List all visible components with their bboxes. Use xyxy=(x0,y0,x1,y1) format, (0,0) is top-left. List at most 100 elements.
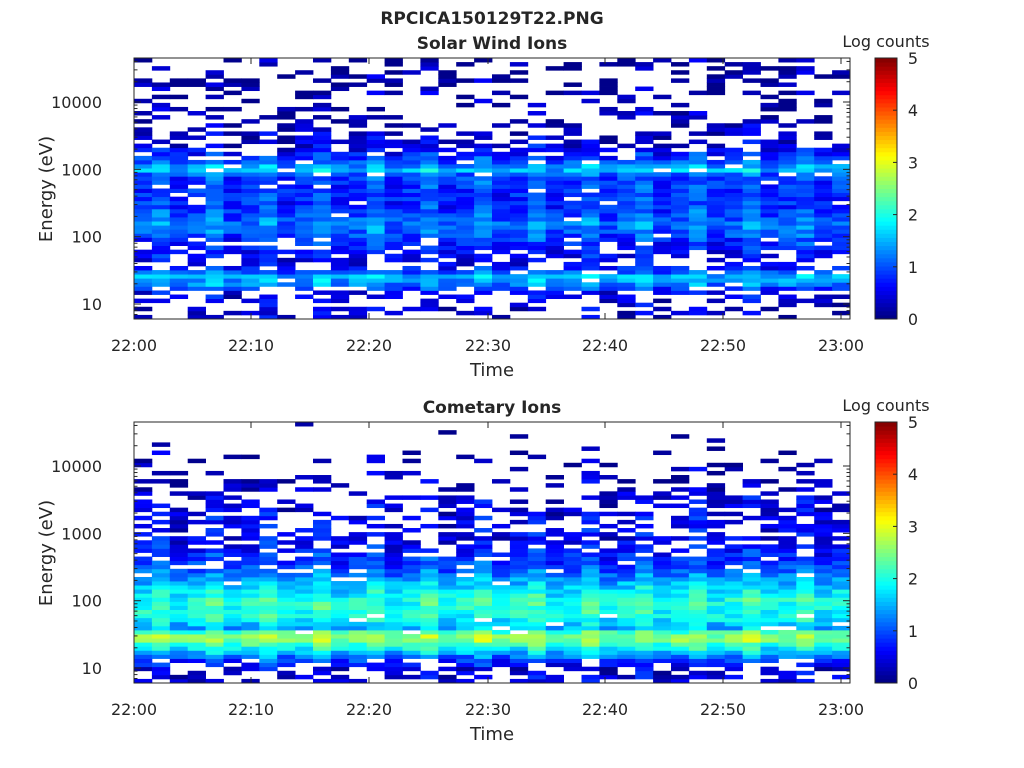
heatmap-cell xyxy=(527,613,547,619)
heatmap-cell xyxy=(366,168,385,173)
heatmap-cell xyxy=(277,164,296,169)
heatmap-cell xyxy=(241,212,260,218)
heatmap-cell xyxy=(617,617,636,623)
heatmap-cell xyxy=(295,556,314,562)
heatmap-cell xyxy=(366,617,385,623)
heatmap-cell xyxy=(384,544,403,549)
heatmap-cell xyxy=(706,257,726,263)
heatmap-cell xyxy=(599,532,618,537)
heatmap-cell xyxy=(384,503,403,509)
heatmap-cell xyxy=(474,245,493,251)
heatmap-cell xyxy=(474,286,493,291)
heatmap-cell xyxy=(456,601,475,606)
heatmap-cell xyxy=(420,593,439,598)
heatmap-cell xyxy=(760,613,779,619)
heatmap-cell xyxy=(420,286,439,291)
heatmap-cell xyxy=(653,646,672,651)
colorbar-tick-label: 4 xyxy=(908,101,918,120)
heatmap-cell xyxy=(295,564,314,570)
heatmap-cell xyxy=(509,601,529,606)
heatmap-cell xyxy=(778,593,797,598)
heatmap-cell xyxy=(617,62,636,67)
heatmap-cell xyxy=(456,143,475,149)
heatmap-cell xyxy=(330,66,350,71)
heatmap-cell xyxy=(205,200,224,206)
heatmap-cell xyxy=(474,515,493,521)
heatmap-cell xyxy=(456,131,475,136)
heatmap-cell xyxy=(420,629,439,635)
heatmap-cell xyxy=(814,119,833,124)
heatmap-cell xyxy=(348,257,368,263)
heatmap-cell xyxy=(223,245,242,251)
heatmap-cell xyxy=(456,261,475,267)
heatmap-cell xyxy=(545,241,564,246)
heatmap-cell xyxy=(527,200,547,206)
heatmap-cell xyxy=(814,102,833,108)
heatmap-cell xyxy=(187,560,206,566)
heatmap-cell xyxy=(402,634,421,639)
heatmap-cell xyxy=(527,597,547,602)
heatmap-cell xyxy=(384,564,403,570)
heatmap-cell xyxy=(814,548,833,553)
heatmap-cell xyxy=(402,666,421,672)
heatmap-cell xyxy=(474,564,493,570)
heatmap-cell xyxy=(706,560,726,566)
heatmap-cell xyxy=(134,658,153,664)
heatmap-cell xyxy=(313,560,332,566)
heatmap-cell xyxy=(295,576,314,582)
heatmap-cell xyxy=(205,176,224,181)
heatmap-cell xyxy=(241,666,260,672)
heatmap-cell xyxy=(509,208,529,214)
heatmap-cell xyxy=(688,581,708,586)
heatmap-cell xyxy=(134,650,153,655)
heatmap-cell xyxy=(151,638,171,643)
heatmap-cell xyxy=(169,217,189,222)
heatmap-cell xyxy=(277,642,296,647)
heatmap-cell xyxy=(778,572,797,578)
heatmap-cell xyxy=(796,180,815,185)
heatmap-cell xyxy=(760,572,779,578)
heatmap-cell xyxy=(259,212,278,218)
heatmap-cell xyxy=(402,168,421,173)
heatmap-cell xyxy=(295,233,314,238)
heatmap-cell xyxy=(509,159,529,165)
heatmap-cell xyxy=(456,221,475,226)
heatmap-cell xyxy=(474,629,493,635)
heatmap-cell xyxy=(581,495,600,500)
heatmap-cell xyxy=(778,581,797,586)
heatmap-cell xyxy=(814,568,833,574)
heatmap-cell xyxy=(814,634,833,639)
heatmap-cell xyxy=(527,621,547,627)
heatmap-cell xyxy=(366,503,385,509)
heatmap-cell xyxy=(581,532,600,537)
heatmap-cell xyxy=(151,576,171,582)
heatmap-cell xyxy=(456,483,475,488)
heatmap-cell xyxy=(581,306,600,312)
heatmap-cell xyxy=(277,229,296,234)
heatmap-cell xyxy=(653,613,672,619)
heatmap-cell xyxy=(169,581,189,586)
heatmap-cell xyxy=(653,265,672,271)
heatmap-cell xyxy=(796,188,815,193)
heatmap-cell xyxy=(724,674,743,680)
heatmap-cell xyxy=(706,572,726,578)
heatmap-cell xyxy=(295,621,314,627)
heatmap-cell xyxy=(205,491,224,496)
heatmap-cell xyxy=(151,282,171,287)
heatmap-cell xyxy=(724,585,743,590)
heatmap-cell xyxy=(420,204,439,210)
heatmap-cell xyxy=(527,556,547,562)
heatmap-cell xyxy=(456,78,475,83)
heatmap-cell xyxy=(402,576,421,582)
heatmap-cell xyxy=(402,450,421,456)
heatmap-cell xyxy=(509,274,529,279)
heatmap-cell xyxy=(223,82,242,87)
heatmap-cell xyxy=(384,670,403,676)
heatmap-cell xyxy=(348,654,368,659)
heatmap-cell xyxy=(169,560,189,566)
heatmap-cell xyxy=(688,589,708,594)
heatmap-cell xyxy=(420,225,439,230)
heatmap-cell xyxy=(313,601,332,606)
heatmap-cell xyxy=(169,221,189,226)
heatmap-cell xyxy=(760,621,779,627)
